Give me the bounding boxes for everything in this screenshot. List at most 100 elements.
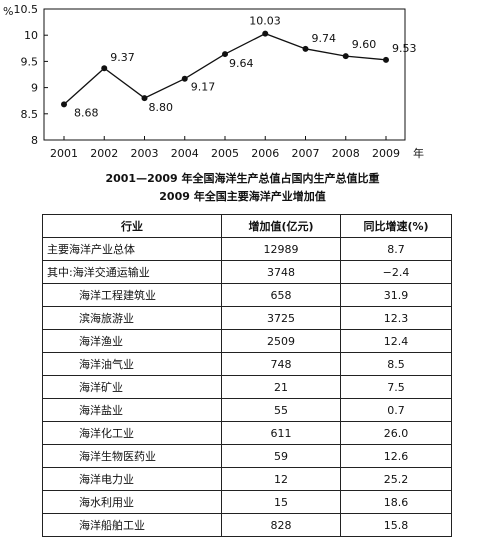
- header-industry: 行业: [42, 214, 222, 238]
- row-industry: 海洋电力业: [42, 467, 222, 491]
- row-growth: 15.8: [340, 513, 452, 537]
- data-label: 8.68: [74, 106, 99, 119]
- row-growth: 0.7: [340, 398, 452, 422]
- x-tick-label: 2004: [171, 147, 199, 160]
- table-row: 海洋工程建筑业 658 31.9: [42, 283, 452, 307]
- table-body: 主要海洋产业总体 12989 8.7 其中:海洋交通运输业 3748 −2.4 海洋工程建筑…: [42, 237, 452, 537]
- row-value: 3748: [221, 260, 341, 284]
- x-tick-label: 2009: [372, 147, 400, 160]
- x-tick-label: 2006: [251, 147, 279, 160]
- row-growth: 12.3: [340, 306, 452, 330]
- data-point: [383, 56, 389, 63]
- table-title: 2009 年全国主要海洋产业增加值: [159, 190, 326, 203]
- table-row: 海洋船舶工业 828 15.8: [42, 513, 452, 537]
- y-tick-label: 9.5: [21, 55, 39, 68]
- data-point: [302, 45, 309, 52]
- row-industry: 海洋渔业: [42, 329, 222, 353]
- row-growth: 8.7: [340, 237, 452, 261]
- row-industry: 海洋生物医药业: [42, 444, 222, 468]
- row-growth: 12.6: [340, 444, 452, 468]
- header-growth: 同比增速(%): [340, 214, 452, 238]
- data-label: 8.80: [149, 101, 174, 114]
- row-industry: 海洋矿业: [42, 375, 222, 399]
- y-tick-label: 9: [31, 82, 38, 95]
- x-tick-label: 2003: [131, 147, 159, 160]
- row-value: 611: [221, 421, 341, 445]
- data-point: [222, 51, 228, 58]
- y-tick-label: 10: [24, 29, 38, 42]
- data-points: [61, 30, 389, 108]
- table-row: 海洋电力业 12 25.2: [42, 467, 452, 491]
- y-axis-unit-label: %: [3, 5, 13, 18]
- row-value: 3725: [221, 306, 341, 330]
- series-line: [63, 32, 387, 105]
- row-value: 828: [221, 513, 341, 537]
- data-label: 9.64: [229, 57, 254, 70]
- y-tick-label: 8.5: [21, 108, 39, 121]
- row-value: 12989: [221, 237, 341, 261]
- table-row: 主要海洋产业总体 12989 8.7: [42, 237, 452, 261]
- row-industry: 海洋盐业: [42, 398, 222, 422]
- x-tick-label: 2008: [332, 147, 360, 160]
- table-row: 海水利用业 15 18.6: [42, 490, 452, 514]
- table-row: 海洋盐业 55 0.7: [42, 398, 452, 422]
- row-industry: 海洋油气业: [42, 352, 222, 376]
- data-label: 9.37: [110, 51, 135, 64]
- row-value: 59: [221, 444, 341, 468]
- row-growth: 25.2: [340, 467, 452, 491]
- row-growth: 7.5: [340, 375, 452, 399]
- table-row: 海洋渔业 2509 12.4: [42, 329, 452, 353]
- row-industry: 滨海旅游业: [42, 306, 222, 330]
- table-row: 滨海旅游业 3725 12.3: [42, 306, 452, 330]
- row-industry: 海洋化工业: [42, 421, 222, 445]
- row-value: 12: [221, 467, 341, 491]
- row-value: 21: [221, 375, 341, 399]
- data-label: 10.03: [249, 15, 281, 28]
- table-row: 海洋化工业 611 26.0: [42, 421, 452, 445]
- x-axis-ticks: 2001 2002 2003 2004 2005 2006 2007 2008 2009: [50, 136, 400, 160]
- x-tick-label: 2005: [211, 147, 239, 160]
- data-point: [181, 75, 188, 82]
- row-industry: 海洋工程建筑业: [42, 283, 222, 307]
- y-axis-ticks: 8 8.5 9 9.5 10 10.5: [14, 3, 48, 147]
- row-value: 658: [221, 283, 341, 307]
- row-value: 15: [221, 490, 341, 514]
- row-industry: 海洋船舶工业: [42, 513, 222, 537]
- row-growth: 26.0: [340, 421, 452, 445]
- x-tick-label: 2007: [292, 147, 320, 160]
- data-point: [61, 101, 67, 108]
- series-polyline: [63, 32, 387, 105]
- row-value: 2509: [221, 329, 341, 353]
- table-row: 海洋生物医药业 59 12.6: [42, 444, 452, 468]
- row-growth: 8.5: [340, 352, 452, 376]
- row-growth: 12.4: [340, 329, 452, 353]
- data-label: 9.60: [352, 38, 377, 51]
- row-industry: 其中:海洋交通运输业: [42, 260, 222, 284]
- data-point: [342, 53, 349, 60]
- y-tick-label: 10.5: [14, 3, 39, 16]
- data-point: [262, 30, 269, 37]
- x-tick-label: 2001: [50, 147, 78, 160]
- table-row: 其中:海洋交通运输业 3748 −2.4: [42, 260, 452, 284]
- data-labels: 8.68 9.37 8.80 9.17 9.64 10.03 9.74 9.60 9.53: [74, 15, 417, 120]
- table-row: 海洋矿业 21 7.5: [42, 375, 452, 399]
- table-header-row: 行业 增加值(亿元) 同比增速(%): [42, 214, 452, 238]
- x-tick-label: 2002: [90, 147, 118, 160]
- data-label: 9.17: [191, 81, 216, 94]
- data-point: [141, 95, 148, 102]
- row-growth: −2.4: [340, 260, 452, 284]
- y-tick-label: 8: [31, 134, 38, 147]
- data-label: 9.74: [312, 32, 337, 45]
- row-industry: 海水利用业: [42, 490, 222, 514]
- table-row: 海洋油气业 748 8.5: [42, 352, 452, 376]
- row-value: 55: [221, 398, 341, 422]
- industry-table: 行业 增加值(亿元) 同比增速(%) 主要海洋产业总体 12989 8.7 其中:海洋…: [42, 214, 452, 537]
- chart-title: 2001—2009 年全国海洋生产总值占国内生产总值比重: [105, 172, 380, 185]
- row-growth: 31.9: [340, 283, 452, 307]
- header-value: 增加值(亿元): [221, 214, 341, 238]
- data-point: [101, 65, 108, 72]
- x-axis-unit-label: 年: [413, 146, 424, 160]
- row-industry: 主要海洋产业总体: [42, 237, 222, 261]
- row-value: 748: [221, 352, 341, 376]
